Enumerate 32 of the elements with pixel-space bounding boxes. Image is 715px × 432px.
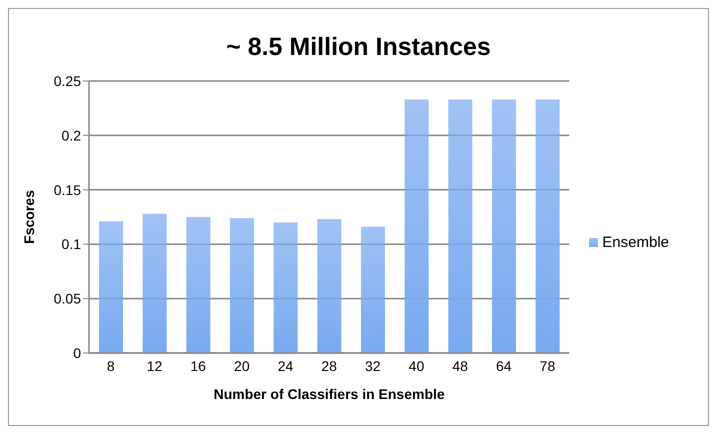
x-axis-title: Number of Classifiers in Ensemble [214,386,445,402]
x-tick-label: 32 [365,358,381,374]
bar [360,226,385,353]
y-tick-label: 0 [73,344,82,361]
x-tick-label: 48 [452,358,468,374]
bar [492,99,516,353]
x-tick-label: 16 [190,358,206,374]
y-tick-label: 0.15 [54,182,82,198]
bar [317,219,342,353]
y-tick-label: 0.05 [54,290,82,307]
bar [142,214,167,353]
y-tick-label: 0.2 [62,127,82,144]
bar [99,221,123,353]
legend-label: Ensemble [602,234,669,251]
chart-title: ~ 8.5 Million Instances [225,33,492,63]
bar [230,218,254,353]
x-tick-label: 24 [278,358,294,374]
bar [404,99,429,353]
y-tick-label: 0.1 [62,236,82,252]
bar [186,217,210,353]
x-tick-label: 12 [146,358,162,374]
x-tick-label: 28 [321,358,338,374]
y-tick-label: 0.25 [54,72,82,89]
x-tick-label: 20 [234,358,250,374]
x-tick-label: 78 [540,358,556,374]
bar [448,99,472,353]
bar [274,222,298,353]
x-tick-label: 64 [496,358,512,374]
x-tick-label: 40 [408,358,424,374]
y-axis-title: Fscores [20,190,37,244]
bar [536,99,560,353]
x-tick-label: 8 [106,358,115,374]
